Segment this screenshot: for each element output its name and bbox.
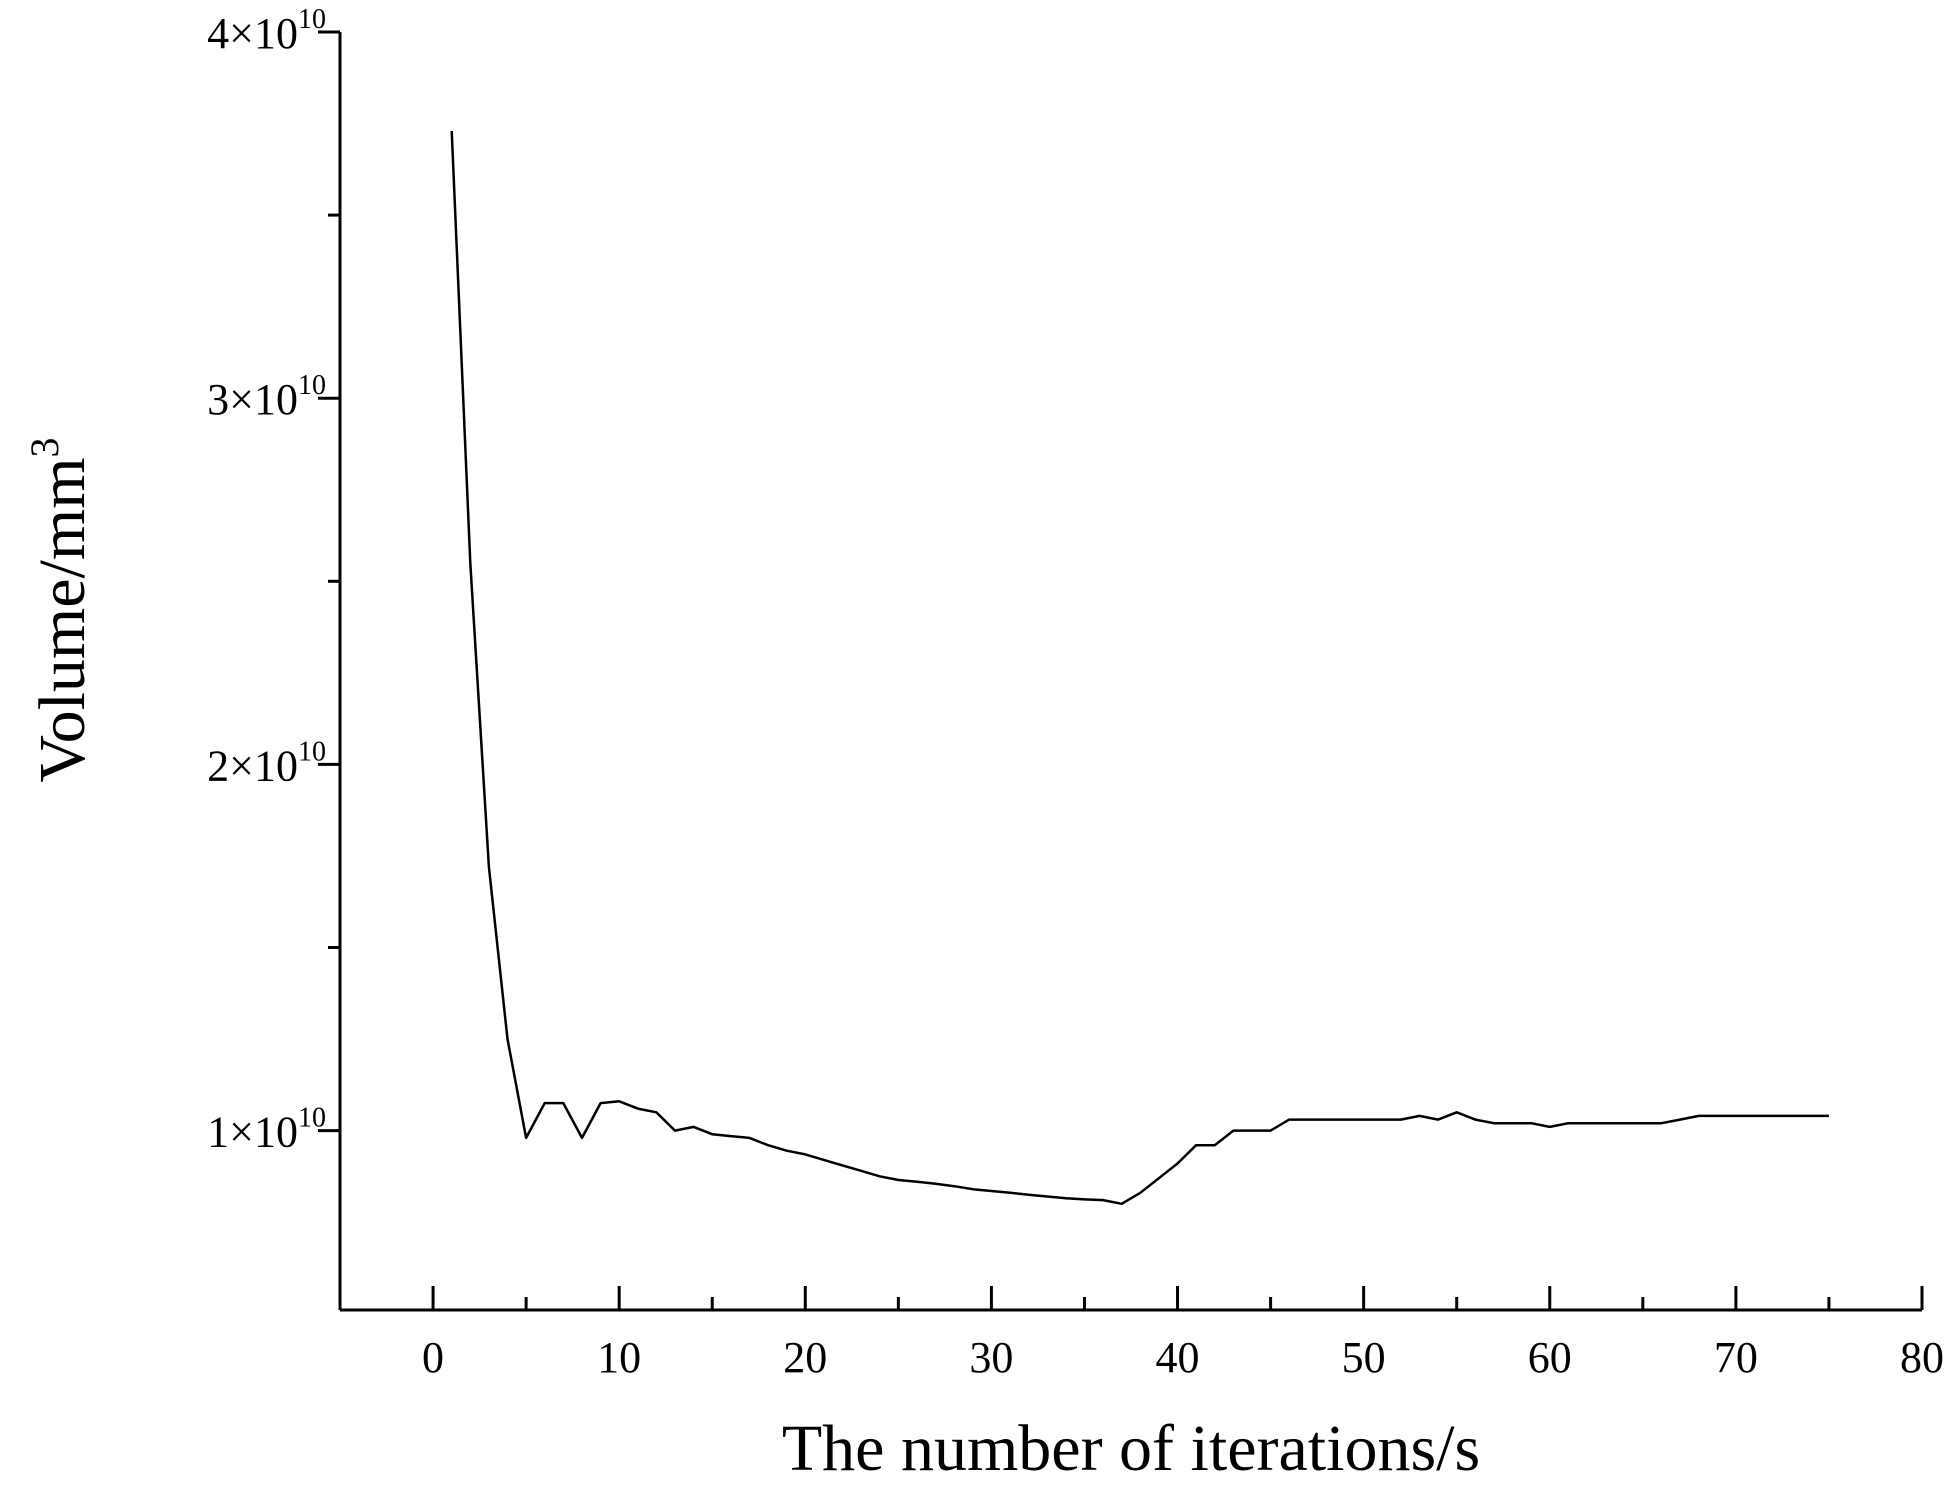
x-tick-label: 40 <box>1156 1333 1200 1382</box>
y-tick-label: 3×1010 <box>207 370 326 424</box>
y-tick-label-mantissa: 3×10 <box>207 375 298 424</box>
y-tick-label: 1×1010 <box>207 1103 326 1157</box>
y-tick-label-exponent: 10 <box>298 736 326 767</box>
x-tick-label: 50 <box>1342 1333 1386 1382</box>
x-tick-label: 60 <box>1528 1333 1572 1382</box>
x-tick-label: 20 <box>783 1333 827 1382</box>
y-tick-label-exponent: 10 <box>298 4 326 35</box>
series-line <box>450 130 1829 1206</box>
y-tick-label-mantissa: 1×10 <box>207 1108 298 1157</box>
y-tick-label-mantissa: 2×10 <box>207 741 298 790</box>
x-tick-label: 30 <box>969 1333 1013 1382</box>
y-tick-label-mantissa: 4×10 <box>207 9 298 58</box>
y-axis-title-superscript: 3 <box>22 437 67 457</box>
y-tick-label: 2×1010 <box>207 736 326 790</box>
y-tick-label-exponent: 10 <box>298 1103 326 1134</box>
y-axis-title-base: Volume/mm <box>26 457 99 782</box>
x-tick-label: 80 <box>1900 1333 1944 1382</box>
x-tick-label: 0 <box>422 1333 444 1382</box>
x-tick-label: 70 <box>1714 1333 1758 1382</box>
x-tick-label: 10 <box>597 1333 641 1382</box>
y-tick-label: 4×1010 <box>207 4 326 58</box>
axes <box>338 32 1922 1312</box>
y-axis-title: Volume/mm3 <box>22 437 99 782</box>
x-ticks: 0 10 20 30 40 50 60 70 80 <box>422 1286 1944 1382</box>
y-tick-label-exponent: 10 <box>298 370 326 401</box>
series <box>450 130 1829 1206</box>
x-axis-title: The number of iterations/s <box>782 1412 1480 1485</box>
